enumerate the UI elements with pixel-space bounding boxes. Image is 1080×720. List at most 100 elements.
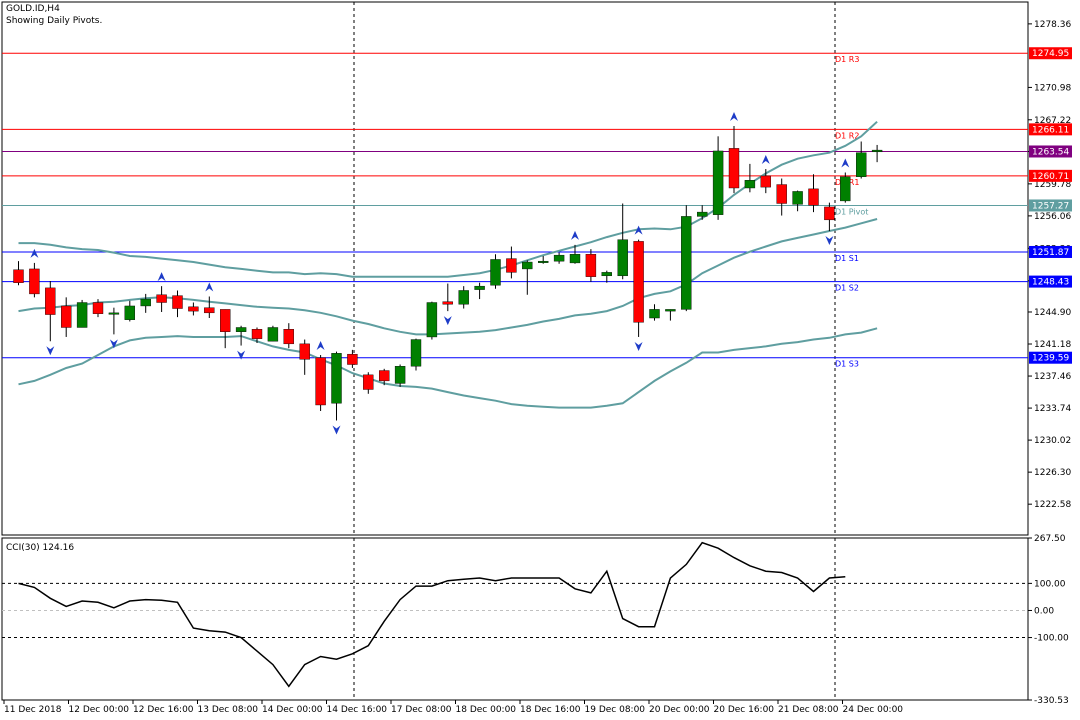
price-tick-label: 1256.06 — [1034, 212, 1071, 222]
fractal-down-arrow — [237, 350, 246, 360]
time-tick-label: 13 Dec 08:00 — [198, 705, 259, 715]
price-tick-label: 1241.18 — [1034, 340, 1071, 350]
price-tick-label: 1244.90 — [1034, 308, 1071, 318]
candle-body — [394, 366, 406, 384]
time-tick-label: 12 Dec 16:00 — [133, 705, 194, 715]
fractal-down-arrow — [332, 425, 341, 435]
pivot-price-label: 1266.11 — [1032, 125, 1069, 135]
candle-body — [251, 329, 263, 339]
candle-body — [776, 184, 787, 204]
bollinger-lower — [18, 327, 878, 409]
pivot-price-badge — [1029, 199, 1072, 212]
candle-body — [856, 152, 867, 177]
pivot-label: D1 R3 — [835, 55, 859, 64]
time-tick-label: 18 Dec 16:00 — [520, 705, 581, 715]
time-tick-label: 17 Dec 08:00 — [391, 705, 452, 715]
time-tick-label: 19 Dec 08:00 — [585, 705, 646, 715]
candle-body — [824, 206, 835, 221]
candle-body — [410, 339, 422, 367]
candle-body — [601, 272, 612, 277]
cci-tick-label: 100.00 — [1034, 579, 1066, 589]
pivot-price-badge — [1029, 245, 1072, 258]
fractal-up-arrow — [316, 341, 325, 351]
pivot-price-label: 1248.43 — [1032, 278, 1069, 288]
fractal-up-arrow — [841, 158, 850, 168]
candle-body — [92, 302, 104, 314]
candle-body — [13, 269, 24, 283]
time-tick-label: 21 Dec 08:00 — [778, 705, 839, 715]
candle-body — [283, 329, 294, 345]
main-frame — [1, 1, 1029, 536]
pivot-label: D1 S3 — [835, 360, 859, 369]
candle-body — [172, 295, 183, 309]
pivot-label: D1 Pivot — [835, 207, 868, 216]
price-tick-label: 1237.46 — [1034, 372, 1071, 382]
candle-body — [474, 285, 485, 290]
candle-body — [379, 370, 390, 382]
candle-body — [728, 148, 740, 189]
time-tick-label: 12 Dec 00:00 — [69, 705, 130, 715]
candle-body — [681, 216, 692, 310]
time-tick-label: 20 Dec 16:00 — [714, 705, 775, 715]
pivot-price-badge — [1029, 123, 1072, 136]
cci-title: CCI(30) 124.16 — [6, 543, 74, 553]
candle-body — [188, 306, 199, 312]
pivot-price-label: 1251.87 — [1032, 248, 1069, 258]
cci-tick-label: 267.50 — [1034, 534, 1066, 544]
fractal-down-arrow — [46, 346, 55, 356]
candle-body — [45, 287, 56, 315]
time-tick-label: 14 Dec 16:00 — [327, 705, 388, 715]
price-tick-label: 1259.78 — [1034, 180, 1071, 190]
candle-body — [760, 175, 771, 188]
pivot-price-badge — [1029, 275, 1072, 288]
price-tick-label: 1267.22 — [1034, 116, 1071, 126]
pivot-label: D1 S2 — [835, 284, 859, 293]
time-tick-label: 14 Dec 00:00 — [262, 705, 323, 715]
pivot-note: Showing Daily Pivots. — [6, 16, 103, 26]
candle-body — [744, 180, 756, 189]
pivot-price-label: 1274.95 — [1032, 49, 1069, 59]
pivot-price-label: 1260.71 — [1032, 172, 1069, 182]
candle-body — [442, 301, 453, 305]
pivot-label: D1 R2 — [835, 131, 859, 140]
pivot-price-badge — [1029, 169, 1072, 182]
candle-body — [617, 239, 628, 277]
price-tick-label: 1233.74 — [1034, 404, 1071, 414]
candle-body — [649, 309, 660, 319]
candle-body — [553, 254, 565, 262]
candle-body — [871, 149, 883, 153]
fractal-up-arrow — [205, 282, 214, 292]
candle-body — [697, 211, 708, 217]
fractal-up-arrow — [30, 248, 39, 258]
cci-tick-label: -330.53 — [1034, 696, 1069, 706]
pivot-price-badge — [1029, 351, 1072, 364]
fractal-down-arrow — [634, 341, 643, 351]
candle-body — [712, 150, 724, 215]
candle-body — [363, 374, 374, 390]
pivot-price-label: 1257.27 — [1032, 201, 1069, 211]
candle-body — [522, 261, 533, 270]
fractal-down-arrow — [825, 236, 834, 246]
time-tick-label: 20 Dec 00:00 — [649, 705, 710, 715]
price-tick-label: 1230.02 — [1034, 436, 1071, 446]
candle-body — [156, 294, 167, 303]
candle-body — [267, 327, 279, 342]
fractal-up-arrow — [571, 230, 579, 240]
price-tick-label: 1270.98 — [1034, 83, 1071, 93]
candle-body — [426, 302, 438, 338]
pivot-price-label: 1239.59 — [1032, 354, 1069, 364]
cci-frame — [1, 537, 1029, 701]
candle-body — [29, 268, 40, 295]
candle-body — [331, 353, 342, 404]
candle-body — [585, 254, 597, 277]
cci-tick-label: -100.00 — [1034, 634, 1069, 644]
time-tick-label: 18 Dec 00:00 — [456, 705, 517, 715]
candle-body — [458, 290, 469, 305]
price-tick-label: 1222.58 — [1034, 500, 1071, 510]
fractal-down-arrow — [443, 316, 452, 326]
price-tick-label: 1278.36 — [1034, 20, 1071, 30]
cci-line — [18, 541, 846, 688]
candle-body — [219, 309, 231, 332]
candle-body — [633, 241, 644, 323]
